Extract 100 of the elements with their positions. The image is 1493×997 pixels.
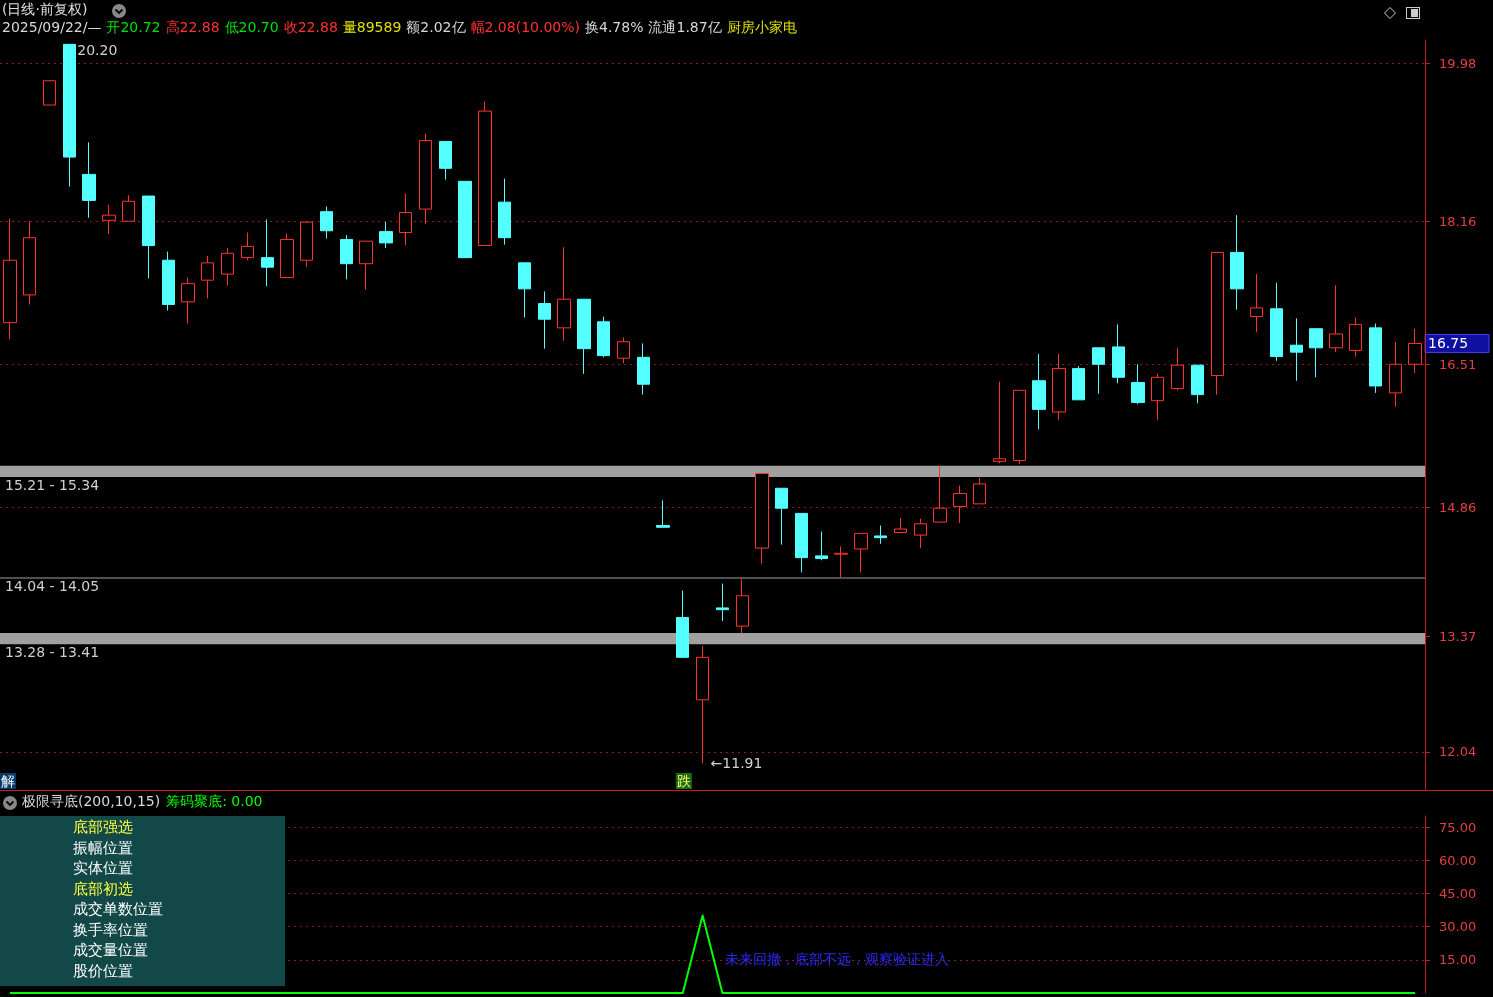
text: 低20.70: [224, 19, 279, 37]
candlestick: [973, 477, 986, 505]
candlestick: [399, 192, 412, 246]
candlestick: [1408, 328, 1422, 374]
text: 流通1.87亿: [648, 19, 722, 37]
candlestick: [1270, 282, 1283, 362]
candlestick: [23, 220, 36, 305]
candlestick: [755, 473, 769, 565]
candlestick: [122, 194, 135, 222]
candlestick: [43, 80, 56, 106]
candlestick: [142, 195, 155, 279]
annotation: 振幅位置: [73, 838, 133, 858]
annotation: 未来回撤，底部不远，观察验证进入: [724, 951, 949, 967]
text: 额2.02亿: [406, 19, 466, 37]
candlestick: [557, 246, 571, 342]
y-tick-label: 14.86: [1439, 499, 1477, 515]
candlestick: [1171, 347, 1184, 391]
y-tick-label: 13.37: [1439, 629, 1477, 645]
band-label: 15.21 - 15.34: [5, 476, 100, 493]
candlestick: [815, 531, 828, 561]
candlestick: [340, 234, 353, 280]
candlestick: [894, 517, 907, 533]
candlestick: [1032, 353, 1046, 430]
candlestick: [874, 525, 887, 545]
text: 幅2.08(10.00%): [470, 19, 580, 37]
candlestick: [1052, 353, 1066, 421]
candlestick: [82, 141, 96, 219]
candlestick: [280, 232, 294, 279]
candlestick: [577, 298, 591, 375]
annotation: 成交单数位置: [73, 900, 163, 919]
band-label: 13.28 - 13.41: [5, 644, 100, 661]
band-label: 14.04 - 14.05: [5, 578, 100, 595]
candlestick: [637, 342, 650, 396]
candlestick: [1230, 214, 1244, 311]
text: 换4.78%: [585, 19, 644, 37]
candlestick: [914, 518, 927, 549]
candlestick: [300, 220, 313, 268]
text: 量89589: [342, 19, 402, 37]
candlestick: [359, 240, 373, 291]
annotation: 换手率位置: [73, 920, 148, 940]
candlestick: [379, 221, 393, 249]
candlestick: [1329, 284, 1343, 353]
candlestick: [3, 218, 17, 340]
candlestick: [201, 255, 214, 299]
candlestick: [993, 381, 1006, 464]
chart-title: (日线·前复权): [2, 1, 88, 19]
annotation: ←11.91: [710, 755, 763, 772]
candlestick: [1092, 347, 1105, 395]
candlestick: [1013, 389, 1026, 465]
candlestick: [439, 140, 452, 181]
annotation: 跌: [676, 773, 691, 789]
text: 高22.88: [165, 19, 220, 37]
annotation: 股价位置: [73, 961, 133, 981]
candlestick: [241, 231, 254, 261]
candlestick: [834, 545, 848, 579]
annotation: 成交量位置: [73, 941, 148, 960]
candlestick: [221, 247, 234, 286]
annotation: 解: [1, 773, 15, 789]
candlestick: [775, 487, 788, 546]
candlestick: [1112, 323, 1125, 384]
candlestick: [676, 590, 689, 658]
y-tick-label: 30.00: [1439, 919, 1477, 935]
candlestick: [162, 251, 175, 312]
candlestick: [498, 178, 511, 246]
candlestick: [1250, 273, 1263, 333]
candlestick: [1211, 251, 1224, 396]
candlestick: [320, 205, 333, 240]
candlestick: [736, 577, 749, 634]
candlestick: [1369, 323, 1382, 394]
text: 收22.88: [283, 19, 338, 37]
text: 2025/09/22/—: [2, 19, 102, 37]
candlestick: [458, 180, 472, 259]
candlestick: [1131, 363, 1145, 405]
text: 筹码聚底: 0.00: [166, 793, 263, 809]
candlestick: [538, 290, 551, 350]
candlestick: [1349, 316, 1362, 357]
candlestick: [1389, 341, 1402, 408]
candlestick: [419, 133, 432, 225]
candlestick: [1290, 317, 1303, 382]
candlestick: [518, 262, 531, 318]
annotation: 实体位置: [73, 859, 133, 878]
candlestick: [656, 499, 670, 528]
y-tick-label: 19.98: [1439, 55, 1477, 71]
candlestick: [617, 336, 630, 364]
y-tick-label: 15.00: [1439, 952, 1477, 968]
candlestick: [854, 532, 868, 573]
candlestick: [1072, 365, 1085, 401]
y-tick-label: 45.00: [1439, 885, 1477, 901]
candlestick: [63, 43, 76, 188]
candlestick: [181, 277, 195, 325]
candlestick: [1309, 328, 1323, 378]
candlestick: [1151, 373, 1164, 421]
chart-title: 极限寻底(200,10,15): [22, 793, 161, 809]
y-tick-label: 75.00: [1439, 819, 1477, 835]
annotation: 底部初选: [73, 879, 133, 899]
text: 16.75: [1428, 335, 1469, 352]
candlestick: [716, 583, 729, 622]
candlestick: [261, 218, 274, 287]
y-tick-label: 60.00: [1439, 852, 1477, 868]
candlestick: [933, 465, 947, 523]
